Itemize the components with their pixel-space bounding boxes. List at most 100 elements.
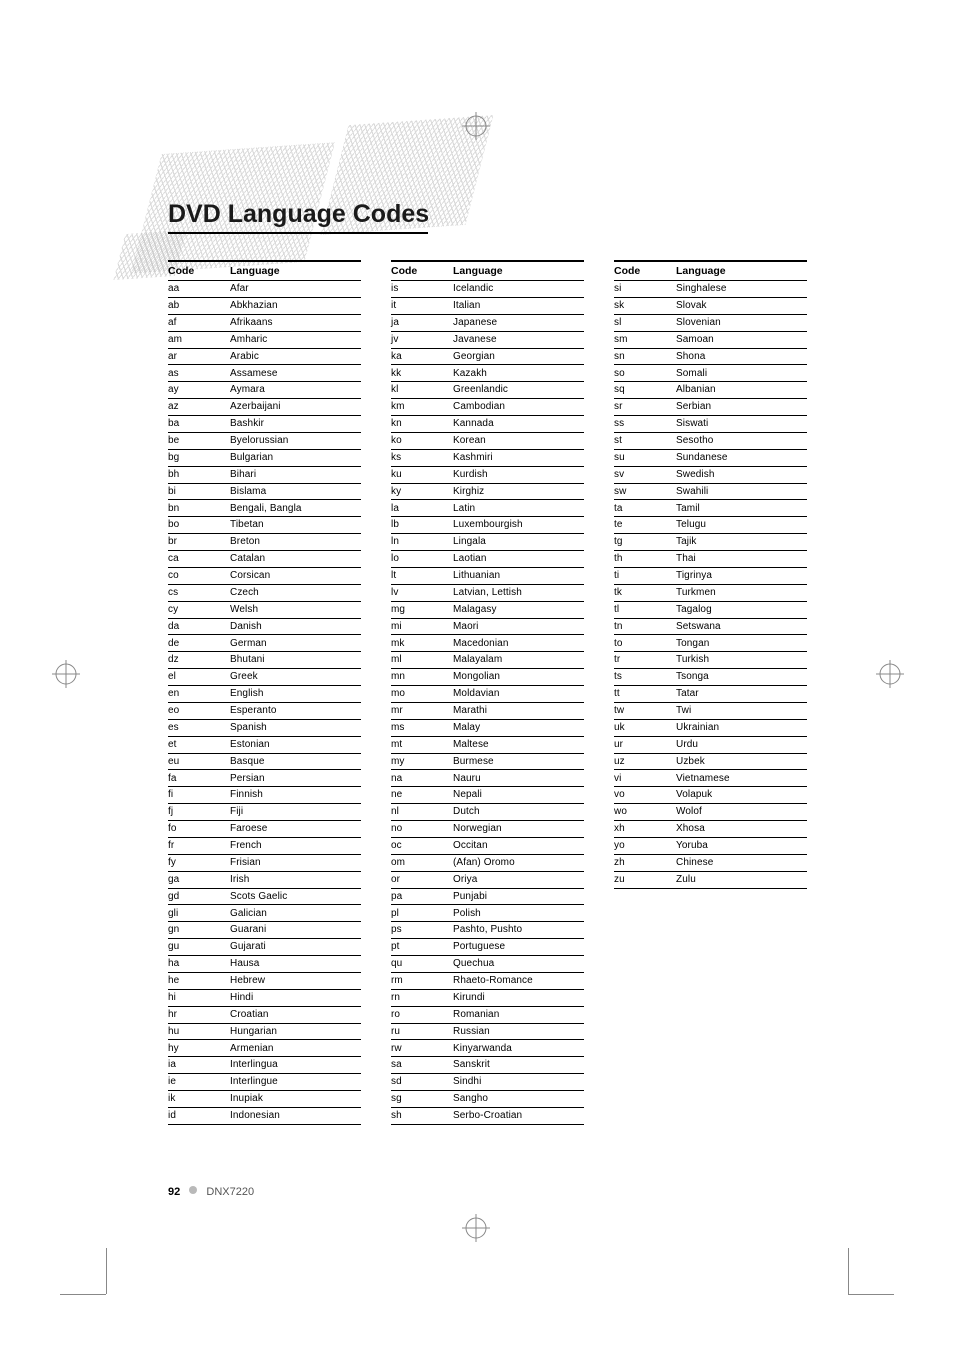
code-cell: te (614, 517, 676, 534)
table-row: az Azerbaijani (168, 399, 361, 416)
language-cell: Kinyarwanda (453, 1040, 584, 1057)
table-row: br Breton (168, 534, 361, 551)
code-cell: ku (391, 466, 453, 483)
table-row: he Hebrew (168, 972, 361, 989)
language-cell: Nepali (453, 787, 584, 804)
table-row: da Danish (168, 618, 361, 635)
language-cell: Italian (453, 297, 584, 314)
table-row: tk Turkmen (614, 584, 807, 601)
code-cell: sr (614, 399, 676, 416)
language-cell: Tamil (676, 500, 807, 517)
language-cell: Malayalam (453, 652, 584, 669)
code-cell: ti (614, 567, 676, 584)
language-cell: Albanian (676, 382, 807, 399)
language-cell: Pashto, Pushto (453, 922, 584, 939)
table-row: ml Malayalam (391, 652, 584, 669)
table-row: ik Inupiak (168, 1091, 361, 1108)
code-cell: lb (391, 517, 453, 534)
language-cell: Tsonga (676, 669, 807, 686)
code-cell: pt (391, 939, 453, 956)
table-row: tw Twi (614, 702, 807, 719)
table-row: mn Mongolian (391, 669, 584, 686)
language-cell: German (230, 635, 361, 652)
table-row: no Norwegian (391, 821, 584, 838)
code-cell: kl (391, 382, 453, 399)
language-code-table: Code Language is Icelandic it Italian ja… (391, 260, 584, 1125)
table-row: mr Marathi (391, 702, 584, 719)
language-cell: Wolof (676, 804, 807, 821)
code-cell: ca (168, 551, 230, 568)
language-cell: Javanese (453, 331, 584, 348)
language-cell: Maltese (453, 736, 584, 753)
table-row: sr Serbian (614, 399, 807, 416)
table-row: ne Nepali (391, 787, 584, 804)
language-cell: Laotian (453, 551, 584, 568)
code-cell: nl (391, 804, 453, 821)
code-cell: ml (391, 652, 453, 669)
table-row: tn Setswana (614, 618, 807, 635)
code-cell: bg (168, 449, 230, 466)
language-cell: Azerbaijani (230, 399, 361, 416)
code-cell: ss (614, 416, 676, 433)
language-cell: Esperanto (230, 702, 361, 719)
code-cell: yo (614, 837, 676, 854)
code-cell: af (168, 314, 230, 331)
language-cell: Sanskrit (453, 1057, 584, 1074)
table-row: mi Maori (391, 618, 584, 635)
table-row: ps Pashto, Pushto (391, 922, 584, 939)
crop-mark-icon (60, 1294, 106, 1295)
language-cell: Dutch (453, 804, 584, 821)
table-row: be Byelorussian (168, 432, 361, 449)
code-cell: sm (614, 331, 676, 348)
table-row: my Burmese (391, 753, 584, 770)
table-row: cy Welsh (168, 601, 361, 618)
language-cell: Latin (453, 500, 584, 517)
code-cell: lt (391, 567, 453, 584)
page-number: 92 (168, 1186, 180, 1198)
code-cell: to (614, 635, 676, 652)
language-cell: Malagasy (453, 601, 584, 618)
table-row: wo Wolof (614, 804, 807, 821)
language-cell: Irish (230, 871, 361, 888)
code-cell: rm (391, 972, 453, 989)
language-cell: Macedonian (453, 635, 584, 652)
table-row: hi Hindi (168, 989, 361, 1006)
code-cell: na (391, 770, 453, 787)
table-row: tr Turkish (614, 652, 807, 669)
language-cell: Faroese (230, 821, 361, 838)
language-cell: Swedish (676, 466, 807, 483)
language-cell: Tibetan (230, 517, 361, 534)
language-cell: Tajik (676, 534, 807, 551)
code-cell: sg (391, 1091, 453, 1108)
language-cell: Luxembourgish (453, 517, 584, 534)
code-cell: be (168, 432, 230, 449)
language-cell: Singhalese (676, 281, 807, 298)
table-row: ja Japanese (391, 314, 584, 331)
code-cell: hi (168, 989, 230, 1006)
language-cell: Russian (453, 1023, 584, 1040)
table-row: ms Malay (391, 719, 584, 736)
registration-mark-icon (876, 660, 904, 688)
language-cell: Telugu (676, 517, 807, 534)
table-row: bh Bihari (168, 466, 361, 483)
language-cell: Bengali, Bangla (230, 500, 361, 517)
code-cell: uz (614, 753, 676, 770)
language-cell: Catalan (230, 551, 361, 568)
language-cell: Spanish (230, 719, 361, 736)
language-cell: Occitan (453, 837, 584, 854)
language-cell: Turkmen (676, 584, 807, 601)
code-cell: ik (168, 1091, 230, 1108)
code-cell: aa (168, 281, 230, 298)
language-cell: Xhosa (676, 821, 807, 838)
title-underline (168, 232, 428, 234)
table-row: te Telugu (614, 517, 807, 534)
table-row: ku Kurdish (391, 466, 584, 483)
table-row: sh Serbo-Croatian (391, 1107, 584, 1124)
table-row: gu Gujarati (168, 939, 361, 956)
table-row: cs Czech (168, 584, 361, 601)
code-cell: fo (168, 821, 230, 838)
table-header-code: Code (168, 261, 230, 281)
table-row: zh Chinese (614, 854, 807, 871)
code-cell: ms (391, 719, 453, 736)
table-header-code: Code (391, 261, 453, 281)
